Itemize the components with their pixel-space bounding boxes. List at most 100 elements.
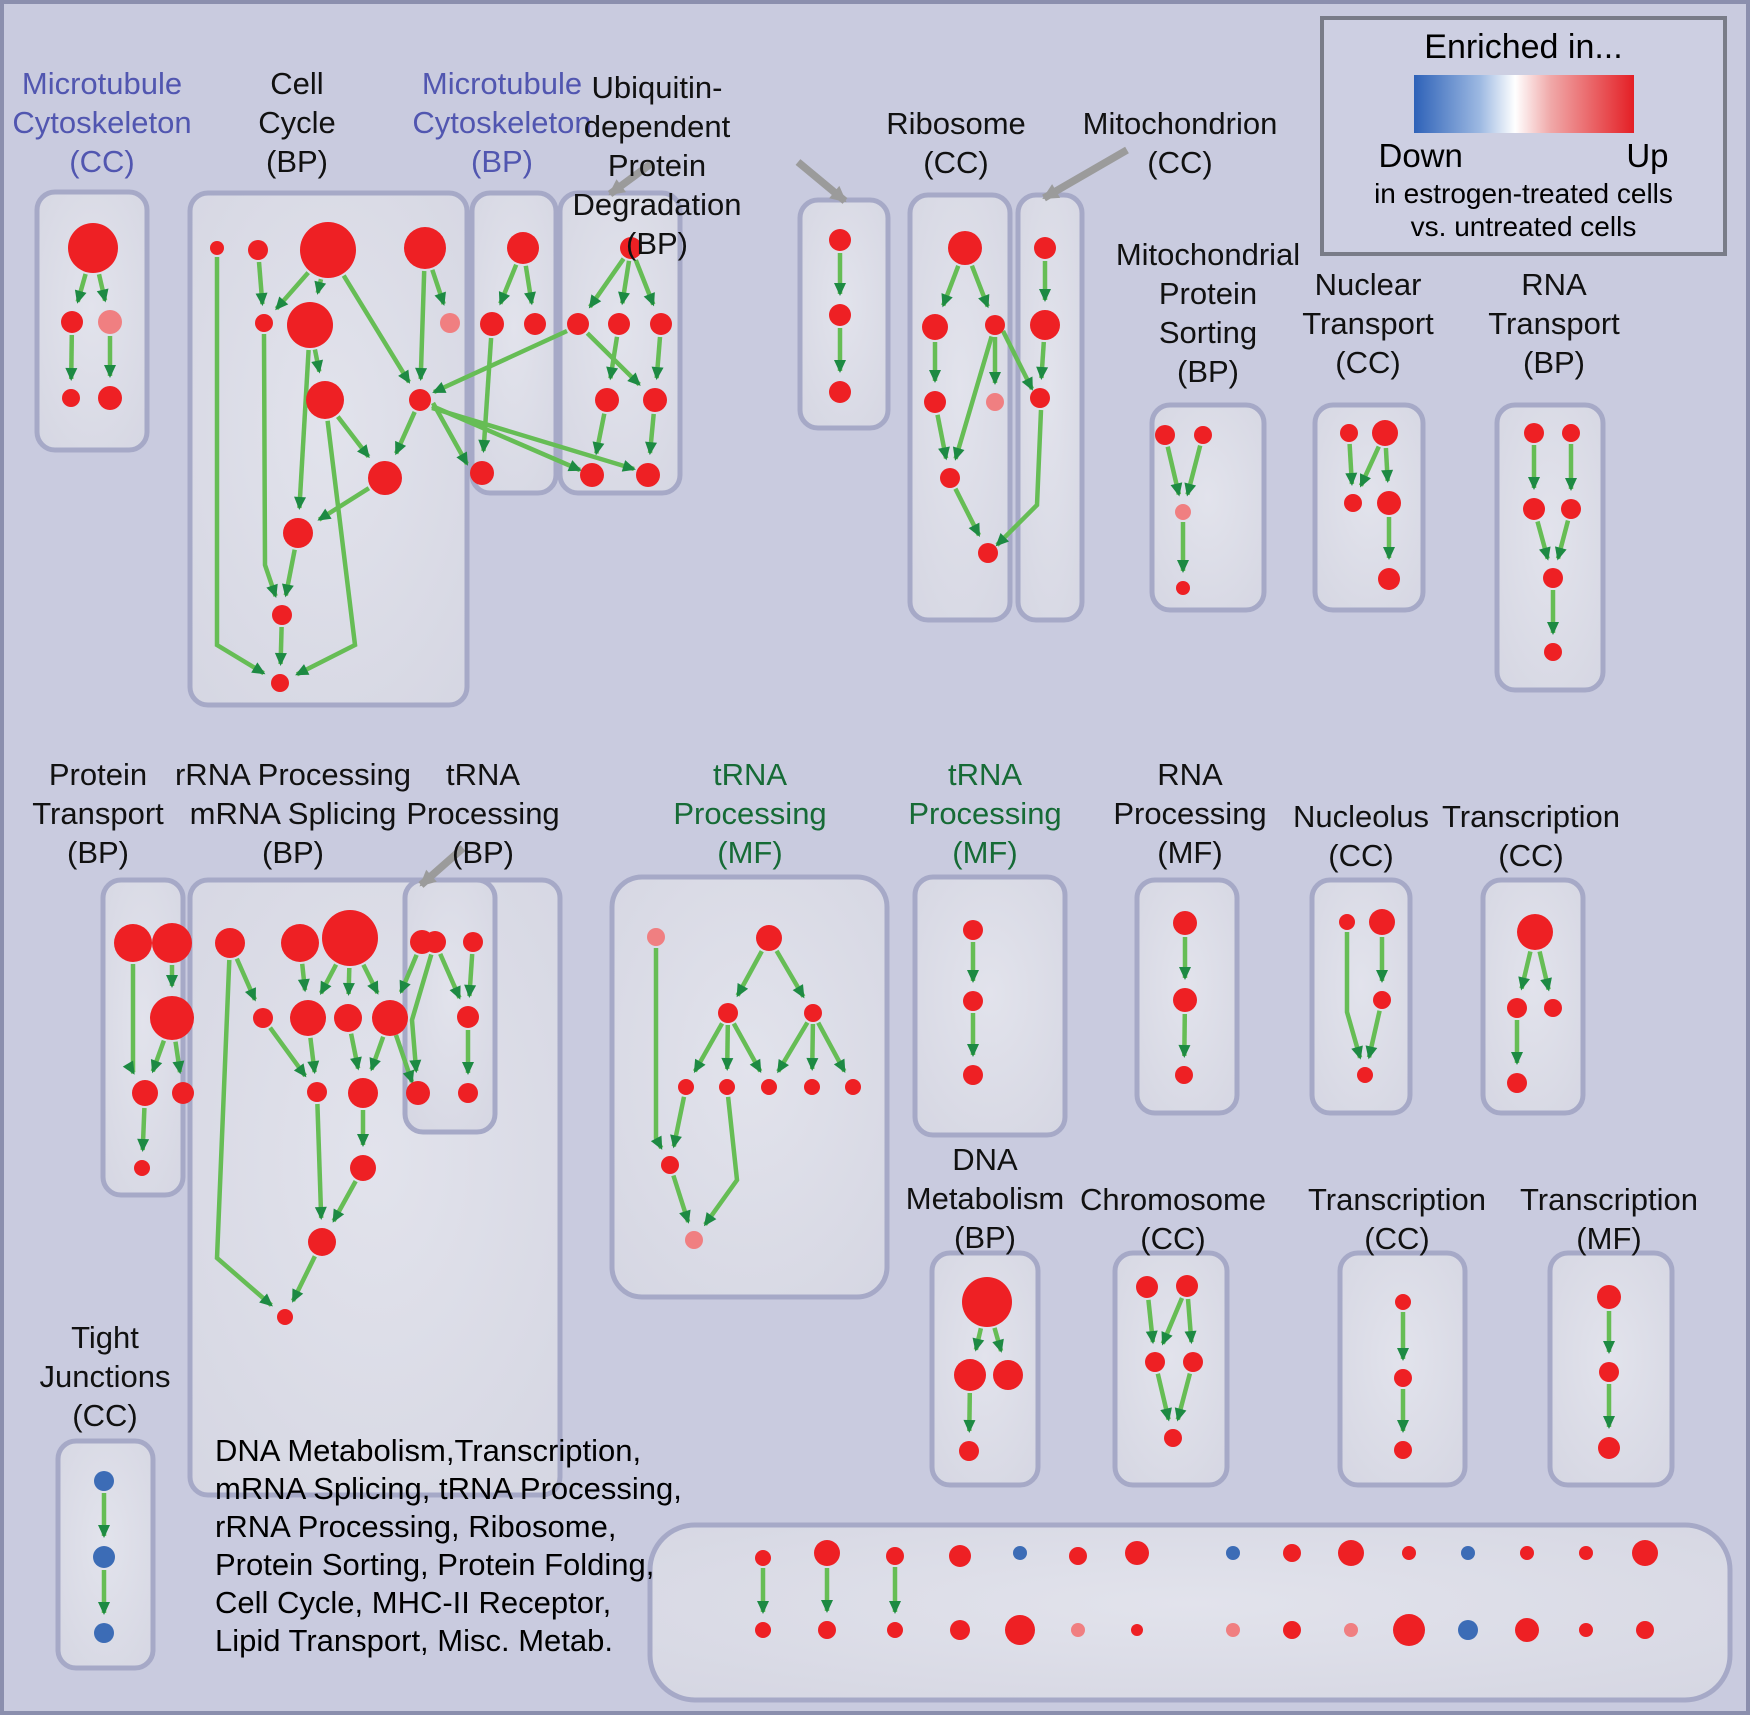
go-term-node-red [950, 1620, 970, 1640]
go-edge [1344, 932, 1363, 1060]
go-term-node-red [61, 311, 83, 333]
go-edge [65, 334, 78, 381]
go-term-node-pink [1344, 1623, 1358, 1637]
go-term-node-red [922, 314, 948, 340]
go-term-node-red [804, 1004, 822, 1022]
go-term-node-red [1145, 1352, 1165, 1372]
go-edge [295, 420, 358, 677]
go-term-node-red [595, 388, 619, 412]
cluster-box-microtubule-cytoskeleton-cc [34, 189, 150, 453]
cluster-label-transcription-cc-bottom: Transcription (CC) [1307, 1182, 1487, 1256]
go-term-node-red [1378, 568, 1400, 590]
go-edge [721, 1024, 734, 1071]
go-term-node-red [1283, 1544, 1301, 1562]
go-term-node-red [962, 1277, 1012, 1327]
go-term-node-red [248, 240, 268, 260]
go-edge [1535, 520, 1551, 561]
go-edge [314, 278, 327, 295]
go-term-node-red [1369, 909, 1395, 935]
go-term-node-red [1394, 1441, 1412, 1459]
go-term-node-red [1125, 1541, 1149, 1565]
go-term-node-red [1176, 581, 1190, 595]
go-cross-edge [995, 409, 1044, 547]
label-pointer-arrow-icon [418, 845, 466, 888]
go-edge [1345, 443, 1358, 486]
cluster-label-rrna-processing-mrna-splicing-bp: rRNA Processing mRNA Splicing (BP) [174, 757, 412, 870]
cluster-label-chromosome-cc: Chromosome (CC) [1079, 1182, 1267, 1256]
go-edge [348, 1033, 362, 1071]
go-cross-edge [393, 1034, 415, 1084]
go-term-node-red [1339, 914, 1355, 930]
go-edge [234, 957, 257, 1002]
go-term-node-red [152, 923, 192, 963]
go-edge [953, 487, 982, 537]
cluster-label-dna-metabolism-bp: DNA Metabolism (BP) [905, 1142, 1065, 1255]
go-term-node-red [1599, 1362, 1619, 1382]
go-term-node-red [1562, 424, 1580, 442]
go-term-node-red [1597, 1285, 1621, 1309]
go-term-node-pink [986, 393, 1004, 411]
go-edge [774, 949, 806, 999]
cluster-box-mitochondrial-protein-sorting-bp [1149, 402, 1267, 613]
go-edge [523, 265, 536, 306]
go-term-node-pink [440, 313, 460, 333]
go-term-node-red [406, 1081, 430, 1105]
go-term-node-red [829, 381, 851, 403]
go-edge [478, 337, 494, 453]
go-edge [1145, 1299, 1158, 1345]
go-term-node-red [643, 388, 667, 412]
go-term-node-red [1579, 1546, 1593, 1560]
go-edge [150, 1039, 167, 1074]
cluster-label-ubiquitin-degradation-tree: Ubiquitin- dependent Protein Degradation… [572, 70, 742, 261]
go-edge [137, 1107, 150, 1152]
go-edge [731, 1022, 763, 1074]
go-edge [319, 963, 339, 995]
go-term-node-red [829, 229, 851, 251]
go-term-node-red [68, 223, 118, 273]
go-term-node-red [277, 1309, 293, 1325]
go-term-node-red [98, 386, 122, 410]
cluster-box-nucleolus-cc [1309, 877, 1413, 1116]
go-term-node-red [1176, 1275, 1198, 1297]
go-edge [415, 270, 428, 381]
go-term-node-pink [685, 1231, 703, 1249]
go-term-node-red [215, 928, 245, 958]
go-term-node-red [290, 1000, 326, 1036]
legend-endpoint-labels: Down Up [1379, 137, 1669, 175]
go-term-node-red [1173, 988, 1197, 1012]
go-cross-edge [431, 401, 469, 466]
go-term-node-red [1340, 424, 1358, 442]
go-term-node-pink [1175, 504, 1191, 520]
go-term-node-red [1194, 426, 1212, 444]
cluster-label-trna-processing-mf-large: tRNA Processing (MF) [673, 757, 827, 870]
go-term-node-red [963, 920, 983, 940]
go-term-node-red [132, 1080, 158, 1106]
go-term-node-red [963, 991, 983, 1011]
go-term-node-red [322, 910, 378, 966]
go-term-node-red [350, 1155, 376, 1181]
go-term-node-red [1377, 491, 1401, 515]
go-edge [172, 1041, 185, 1075]
go-term-node-red [620, 237, 642, 259]
go-edge [317, 486, 371, 522]
go-term-node-red [404, 227, 446, 269]
go-term-node-red [1636, 1621, 1654, 1639]
go-edge [361, 963, 380, 995]
cluster-box-microtubule-cytoskeleton-bp [469, 190, 559, 496]
go-term-node-red [814, 1540, 840, 1566]
go-edge [992, 1327, 1004, 1353]
go-term-node-red [210, 241, 224, 255]
go-edge [1036, 341, 1049, 380]
go-term-node-pink [98, 310, 122, 334]
go-term-node-red [253, 1008, 273, 1028]
go-term-node-red [954, 1359, 986, 1391]
cluster-label-tight-junctions-cc: Tight Junctions (CC) [39, 1320, 171, 1433]
cluster-box-nuclear-transport-cc [1312, 402, 1426, 613]
go-term-node-red [281, 924, 319, 962]
go-term-node-red [755, 1550, 771, 1566]
go-edge [341, 274, 411, 384]
go-term-node-blue [94, 1623, 114, 1643]
go-edge [1184, 445, 1203, 497]
go-term-node-red [1183, 1352, 1203, 1372]
go-term-node-red [1069, 1547, 1087, 1565]
